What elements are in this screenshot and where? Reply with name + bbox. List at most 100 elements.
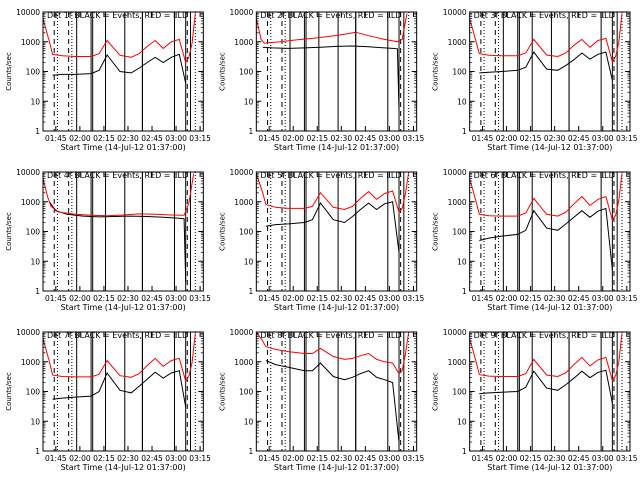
y-tick-label: 100 [239,228,254,237]
x-tick-label: 02:15 [520,134,542,143]
x-tick-label: 02:00 [69,454,91,463]
x-tick-label: 02:00 [282,454,304,463]
y-tick-label: 1000 [21,38,40,47]
panel-title: Det 1f BLACK = Events, RED = LLD [47,11,188,20]
detector-panel: 1 10 100 1000 10000 01:45 02:00 02:15 02:30 02:45… [432,168,638,312]
detector-panel: 1 10 100 1000 10000 01:45 02:00 02:15 02:30 02:45… [5,328,211,472]
series-line-lld [256,332,410,375]
x-tick-label: 02:45 [141,294,163,303]
x-tick-label: 03:15 [616,294,638,303]
series-line-lld [469,13,623,64]
y-axis-label: Counts/sec [218,52,226,91]
y-tick-label: 10000 [16,328,40,337]
x-tick-label: 02:15 [93,454,115,463]
panel-title: Det 3f BLACK = Events, RED = LLD [474,11,615,20]
y-axis-label: Counts/sec [5,212,13,251]
x-tick-label: 03:00 [379,134,401,143]
y-axis-label: Counts/sec [218,372,226,411]
x-tick-label: 02:00 [282,134,304,143]
y-tick-label: 100 [26,228,41,237]
x-tick-label: 02:45 [568,454,590,463]
x-tick-label: 01:45 [258,134,280,143]
y-tick-label: 100 [452,388,467,397]
series-line-lld [469,333,623,382]
x-tick-label: 02:30 [117,134,139,143]
detector-panel: 1 10 100 1000 10000 01:45 02:00 02:15 02:30 02:45… [218,328,424,472]
x-axis-label: Start Time (14-Jul-12 01:37:00) [274,143,399,152]
x-tick-label: 02:00 [69,134,91,143]
y-tick-label: 1000 [234,358,253,367]
y-tick-label: 1000 [448,198,467,207]
y-tick-label: 1 [35,287,40,296]
y-tick-label: 1 [249,127,254,136]
x-tick-label: 02:15 [520,294,542,303]
y-tick-label: 1000 [234,38,253,47]
plot-frame [469,331,631,452]
plot-frame [469,171,631,292]
series-line-lld [256,13,408,44]
y-tick-label: 10 [244,97,254,106]
x-tick-label: 02:15 [306,134,328,143]
y-tick-label: 1 [249,287,254,296]
y-tick-label: 10 [457,417,467,426]
x-axis-label: Start Time (14-Jul-12 01:37:00) [61,463,186,472]
x-tick-label: 02:45 [355,454,377,463]
x-tick-label: 01:45 [45,134,67,143]
y-tick-label: 100 [452,68,467,77]
y-tick-label: 1000 [21,358,40,367]
series-line-events [265,201,400,253]
y-axis-label: Counts/sec [5,372,13,411]
y-axis-label: Counts/sec [432,372,440,411]
y-tick-label: 1000 [448,358,467,367]
x-tick-label: 02:45 [355,134,377,143]
plot-frame [255,11,418,132]
x-tick-label: 02:15 [306,454,328,463]
y-tick-label: 1 [35,447,40,456]
x-tick-label: 02:30 [330,134,352,143]
series-line-lld [256,172,410,214]
x-tick-label: 01:45 [45,294,67,303]
plot-frame [255,171,418,292]
x-tick-label: 02:00 [496,134,518,143]
y-tick-label: 10 [457,257,467,266]
x-axis-label: Start Time (14-Jul-12 01:37:00) [61,143,186,152]
x-tick-label: 02:30 [117,454,139,463]
x-tick-label: 03:15 [403,294,425,303]
x-tick-label: 02:00 [69,294,91,303]
x-tick-label: 03:15 [616,134,638,143]
y-tick-label: 100 [239,388,254,397]
series-line-events [262,45,400,111]
panel-title: Det 2f BLACK = Events, RED = LLD [260,11,401,20]
x-tick-label: 03:00 [592,134,614,143]
y-tick-label: 10 [457,97,467,106]
y-tick-label: 1 [462,127,467,136]
x-tick-label: 02:15 [93,134,115,143]
x-tick-label: 02:30 [117,294,139,303]
x-tick-label: 02:45 [141,454,163,463]
panel-title: Det 4f BLACK = Events, RED = LLD [47,171,188,180]
series-line-events [48,201,187,283]
series-line-events [479,369,613,404]
y-tick-label: 1 [35,127,40,136]
x-axis-label: Start Time (14-Jul-12 01:37:00) [487,143,612,152]
y-tick-label: 10 [30,257,40,266]
y-tick-label: 10 [244,417,254,426]
series-line-events [479,207,613,271]
y-axis-label: Counts/sec [432,52,440,91]
series-line-events [52,53,187,84]
y-tick-label: 1000 [234,198,253,207]
detector-panel: 1 10 100 1000 10000 01:45 02:00 02:15 02:30 02:45… [432,328,638,472]
x-tick-label: 02:45 [568,134,590,143]
y-tick-label: 10000 [16,168,40,177]
series-line-events [52,370,187,408]
x-tick-label: 03:15 [189,454,211,463]
series-line-events [265,360,400,443]
series-line-lld [43,333,196,383]
y-axis-label: Counts/sec [218,212,226,251]
x-axis-label: Start Time (14-Jul-12 01:37:00) [487,463,612,472]
x-tick-label: 01:45 [45,454,67,463]
plot-frame [42,171,204,292]
x-tick-label: 02:45 [141,134,163,143]
x-tick-label: 03:00 [165,454,187,463]
x-tick-label: 02:15 [306,294,328,303]
